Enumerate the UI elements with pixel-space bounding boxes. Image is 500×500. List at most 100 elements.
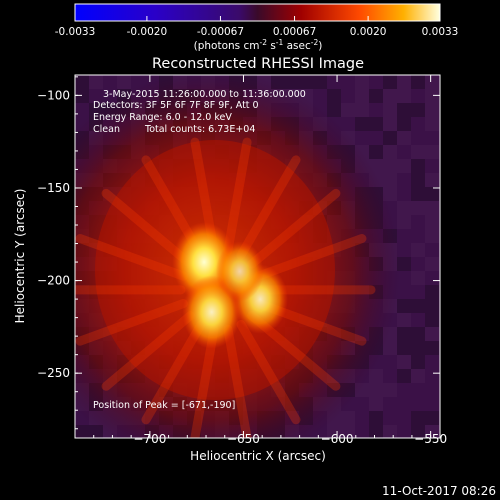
artifact-stripe xyxy=(75,234,188,281)
artifact-stripe xyxy=(223,324,252,438)
heatmap-tile xyxy=(411,173,425,187)
colorbar-tick-label: -0.00067 xyxy=(197,26,244,38)
emission-source xyxy=(215,241,264,302)
heatmap-tile xyxy=(383,425,397,438)
heatmap-tile xyxy=(411,327,425,341)
heatmap-tile xyxy=(369,89,383,103)
colorbar-tick-label: -0.0020 xyxy=(127,26,168,38)
heatmap-tile xyxy=(369,145,383,159)
heatmap-tile xyxy=(411,187,425,201)
heatmap-tile xyxy=(355,75,369,89)
heatmap-tile xyxy=(355,89,369,103)
heatmap-tile xyxy=(411,89,425,103)
heatmap-tile xyxy=(383,411,397,425)
x-tick-label: −650 xyxy=(227,432,260,446)
heatmap-tile xyxy=(397,201,411,215)
clean-label: Clean xyxy=(93,124,120,135)
heatmap-tile xyxy=(425,89,439,103)
heatmap-tile xyxy=(75,75,89,89)
y-tick-label: −150 xyxy=(37,181,70,195)
heatmap-tile xyxy=(313,75,327,89)
y-tick-label: −200 xyxy=(37,274,70,288)
heatmap-tile xyxy=(425,243,439,257)
heatmap-tile xyxy=(397,187,411,201)
heatmap-tile xyxy=(397,75,411,89)
heatmap-tile xyxy=(355,117,369,131)
heatmap-tile xyxy=(327,89,341,103)
heatmap-tile xyxy=(341,75,355,89)
artifact-stripe xyxy=(236,155,301,260)
heatmap-tile xyxy=(425,257,439,271)
heatmap-tile xyxy=(341,103,355,117)
time-range-label: 3-May-2015 11:26:00.000 to 11:36:00.000 xyxy=(103,89,306,100)
heatmap-tile xyxy=(425,173,439,187)
heatmap-tile xyxy=(397,243,411,257)
chart-title: Reconstructed RHESSI Image xyxy=(152,56,364,72)
x-axis: −700 −650 −600 −550 xyxy=(74,75,447,446)
heatmap-tile xyxy=(425,229,439,243)
heatmap-tile xyxy=(425,75,439,89)
heatmap-tile xyxy=(327,103,341,117)
heatmap-tile xyxy=(397,369,411,383)
heatmap-tile xyxy=(425,425,439,438)
heatmap-tile xyxy=(313,89,327,103)
peak-position-label: Position of Peak = [-671,-190] xyxy=(93,400,235,411)
x-tick-label: −700 xyxy=(133,432,166,446)
heatmap-tile xyxy=(411,103,425,117)
heatmap-tile xyxy=(355,397,369,411)
heatmap-tile xyxy=(327,75,341,89)
heatmap-tile xyxy=(75,103,89,117)
heatmap-tile xyxy=(411,159,425,173)
heatmap-tile xyxy=(425,369,439,383)
heatmap-tile xyxy=(411,369,425,383)
heatmap-tile xyxy=(299,75,313,89)
annotations: 3-May-2015 11:26:00.000 to 11:36:00.000 … xyxy=(93,89,306,411)
heatmap-tile xyxy=(383,145,397,159)
plot-area xyxy=(75,75,440,438)
heatmap-tile xyxy=(383,369,397,383)
heatmap-tile xyxy=(285,75,299,89)
heatmap-tile xyxy=(397,159,411,173)
heatmap-tile xyxy=(369,131,383,145)
heatmap-tile xyxy=(341,89,355,103)
cleaning-artifacts xyxy=(75,137,376,438)
heatmap-tile xyxy=(425,187,439,201)
colorbar-ticks: -0.0033 -0.0020 -0.00067 0.00067 0.0020 0.003… xyxy=(55,16,458,38)
emission-sources xyxy=(172,222,288,349)
heatmap-tile xyxy=(411,271,425,285)
detectors-label: Detectors: 3F 5F 6F 7F 8F 9F, Att 0 xyxy=(93,100,259,111)
heatmap-tile xyxy=(425,159,439,173)
heatmap-tile xyxy=(397,103,411,117)
heatmap-tile xyxy=(411,117,425,131)
y-axis-label: Heliocentric Y (arcsec) xyxy=(13,189,27,324)
heatmap-tile xyxy=(425,341,439,355)
heatmap-tile xyxy=(369,75,383,89)
heatmap-tile xyxy=(411,285,425,299)
heatmap-tile xyxy=(397,117,411,131)
heatmap-tile xyxy=(411,299,425,313)
heatmap-tile xyxy=(383,173,397,187)
heatmap-tile xyxy=(383,341,397,355)
timestamp: 11-Oct-2017 08:26 xyxy=(382,484,496,498)
heatmap-tile xyxy=(397,145,411,159)
heatmap-tile xyxy=(425,103,439,117)
heatmap-tile xyxy=(355,131,369,145)
heatmap-tile xyxy=(411,201,425,215)
heatmap-tile xyxy=(369,383,383,397)
heatmap-tile xyxy=(397,215,411,229)
heatmap-tile xyxy=(411,229,425,243)
heatmap-tile xyxy=(89,89,103,103)
heatmap-tile xyxy=(369,425,383,438)
heatmap-tile xyxy=(411,75,425,89)
heatmap-tile xyxy=(383,397,397,411)
y-axis: −100 −150 −200 −250 xyxy=(37,76,440,430)
heatmap-tile xyxy=(425,355,439,369)
heatmap-tile xyxy=(425,145,439,159)
colorbar-tick-label: -0.0033 xyxy=(55,26,96,38)
heatmap-tile xyxy=(397,411,411,425)
heatmap-tile xyxy=(411,145,425,159)
heatmap-tile xyxy=(383,75,397,89)
heatmap-tile xyxy=(411,355,425,369)
colorbar-gradient xyxy=(74,3,441,22)
